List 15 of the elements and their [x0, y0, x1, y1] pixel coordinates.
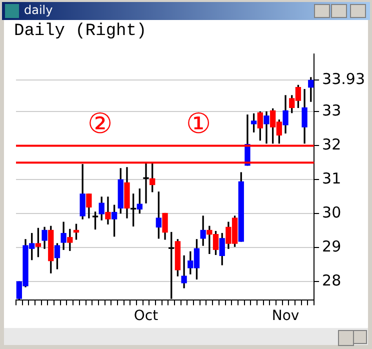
- y-tick-label: 33.93: [322, 70, 366, 88]
- y-tick-label: 33: [322, 102, 342, 120]
- ref-line-label: ①: [186, 106, 211, 140]
- x-tick-label: Oct: [134, 308, 159, 324]
- candlestick: [181, 255, 187, 288]
- x-tick-label: Nov: [272, 308, 300, 324]
- y-tick-label: 29: [322, 237, 342, 256]
- y-tick-label: 28: [322, 271, 342, 290]
- y-tick-label: 30: [322, 203, 342, 222]
- candlestick: [143, 162, 149, 204]
- text: daily: [24, 3, 53, 17]
- y-tick-label: 31: [322, 170, 342, 188]
- ref-line-label: ②: [88, 106, 113, 140]
- chart-title: Daily (Right): [14, 22, 147, 41]
- y-tick-label: 32: [322, 136, 342, 154]
